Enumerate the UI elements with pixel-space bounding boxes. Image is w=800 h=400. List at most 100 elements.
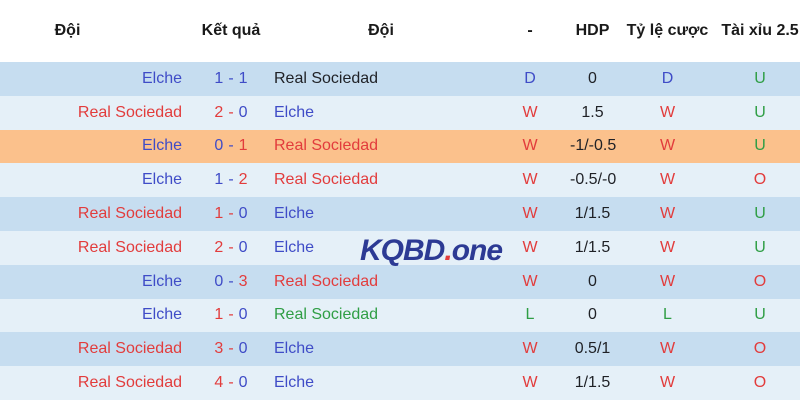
away-team-name: Real Sociedad (274, 272, 379, 290)
result-letter: W (522, 238, 538, 256)
result-letter: W (522, 205, 538, 223)
away-score: 0 (238, 205, 248, 223)
odds-result-letter: W (659, 205, 676, 223)
home-score: 2 (214, 103, 224, 121)
home-team-name: Elche (141, 171, 182, 189)
match-row: Real Sociedad 3 - 0 Elche W 0.5/1 W O (0, 332, 800, 367)
match-row: Elche 1 - 2 Real Sociedad W -0.5/-0 W O (0, 163, 800, 198)
away-score: 0 (238, 306, 248, 324)
over-under-letter: O (753, 272, 767, 290)
hdp-value: 0 (588, 272, 597, 290)
score: 2 - 0 (190, 104, 272, 122)
hdp-value: 1/1.5 (574, 238, 611, 256)
match-row: Real Sociedad 4 - 0 Elche W 1/1.5 W O (0, 366, 800, 400)
away-team-name: Elche (274, 238, 315, 256)
score-separator: - (228, 340, 234, 358)
odds-result-letter: W (659, 103, 676, 121)
home-team-name: Real Sociedad (77, 205, 182, 223)
over-under-letter: U (754, 137, 766, 155)
over-under-letter: U (754, 238, 766, 256)
away-team-name: Real Sociedad (274, 171, 379, 189)
score-separator: - (228, 374, 234, 392)
away-score: 0 (238, 238, 248, 256)
hdp-value: 0 (588, 69, 597, 87)
hdp-value: -0.5/-0 (570, 171, 617, 189)
home-team-name: Elche (141, 69, 182, 87)
home-team-name: Real Sociedad (77, 374, 182, 392)
home-team-name: Elche (141, 137, 182, 155)
away-team-name: Elche (274, 374, 315, 392)
away-team-name: Real Sociedad (274, 137, 379, 155)
match-row: Real Sociedad 2 - 0 Elche W 1/1.5 W U (0, 230, 800, 265)
away-score: 3 (238, 272, 248, 290)
header-over-under: Tài xỉu 2.5 (721, 22, 799, 39)
away-team-name: Real Sociedad (274, 306, 379, 324)
hdp-value: 0 (588, 306, 597, 324)
score: 2 - 0 (190, 239, 272, 257)
header-team1: Đội (54, 22, 81, 39)
away-score: 1 (238, 69, 248, 87)
home-score: 0 (214, 272, 224, 290)
over-under-letter: U (754, 306, 766, 324)
result-letter: W (522, 340, 538, 358)
table-header-row: Đội Kết quả Đội - HDP Tỷ lệ cược Tài xỉu… (0, 0, 800, 62)
over-under-letter: O (753, 374, 767, 392)
score-separator: - (228, 171, 234, 189)
odds-result-letter: W (659, 374, 676, 392)
header-odds: Tỷ lệ cược (626, 22, 709, 39)
score: 1 - 0 (190, 205, 272, 223)
away-team-name: Elche (274, 103, 315, 121)
score-separator: - (228, 238, 234, 256)
hdp-value: 1/1.5 (574, 374, 611, 392)
odds-result-letter: W (659, 340, 676, 358)
hdp-value: 1.5 (581, 103, 604, 121)
home-score: 3 (214, 340, 224, 358)
match-row: Real Sociedad 1 - 0 Elche W 1/1.5 W U (0, 197, 800, 231)
result-letter: W (522, 374, 538, 392)
result-letter: W (522, 171, 538, 189)
home-score: 1 (214, 306, 224, 324)
result-letter: W (522, 272, 538, 290)
score-separator: - (228, 272, 234, 290)
score-separator: - (228, 306, 234, 324)
over-under-letter: U (754, 69, 766, 87)
score: 1 - 1 (190, 70, 272, 88)
home-score: 1 (214, 171, 224, 189)
odds-result-letter: W (659, 238, 676, 256)
rows-container: Elche 1 - 1 Real Sociedad D 0 D U Real S… (0, 62, 800, 400)
score: 0 - 1 (190, 137, 272, 155)
home-team-name: Real Sociedad (77, 103, 182, 121)
result-letter: W (522, 137, 538, 155)
odds-result-letter: W (659, 272, 676, 290)
home-team-name: Real Sociedad (77, 238, 182, 256)
score: 0 - 3 (190, 273, 272, 291)
match-row: Elche 0 - 3 Real Sociedad W 0 W O (0, 264, 800, 299)
result-letter: L (525, 306, 535, 324)
match-row: Elche 0 - 1 Real Sociedad W -1/-0.5 W U (0, 129, 800, 164)
away-score: 0 (238, 103, 248, 121)
odds-result-letter: L (663, 306, 672, 324)
home-score: 1 (214, 205, 224, 223)
away-score: 0 (238, 340, 248, 358)
odds-result-letter: D (661, 69, 674, 87)
home-score: 4 (214, 374, 224, 392)
over-under-letter: U (754, 205, 766, 223)
home-team-name: Elche (141, 272, 182, 290)
home-score: 0 (214, 137, 224, 155)
header-team2: Đội (368, 22, 394, 39)
home-team-name: Real Sociedad (77, 340, 182, 358)
over-under-letter: O (753, 340, 767, 358)
header-hdp: HDP (575, 22, 610, 39)
away-team-name: Real Sociedad (274, 69, 379, 87)
match-row: Real Sociedad 2 - 0 Elche W 1.5 W U (0, 95, 800, 130)
away-score: 0 (238, 374, 248, 392)
hdp-value: 0.5/1 (574, 340, 611, 358)
away-team-name: Elche (274, 205, 315, 223)
away-score: 1 (238, 137, 248, 155)
score: 1 - 2 (190, 171, 272, 189)
score: 1 - 0 (190, 306, 272, 324)
hdp-value: 1/1.5 (574, 205, 611, 223)
result-letter: D (524, 69, 536, 87)
score: 3 - 0 (190, 340, 272, 358)
